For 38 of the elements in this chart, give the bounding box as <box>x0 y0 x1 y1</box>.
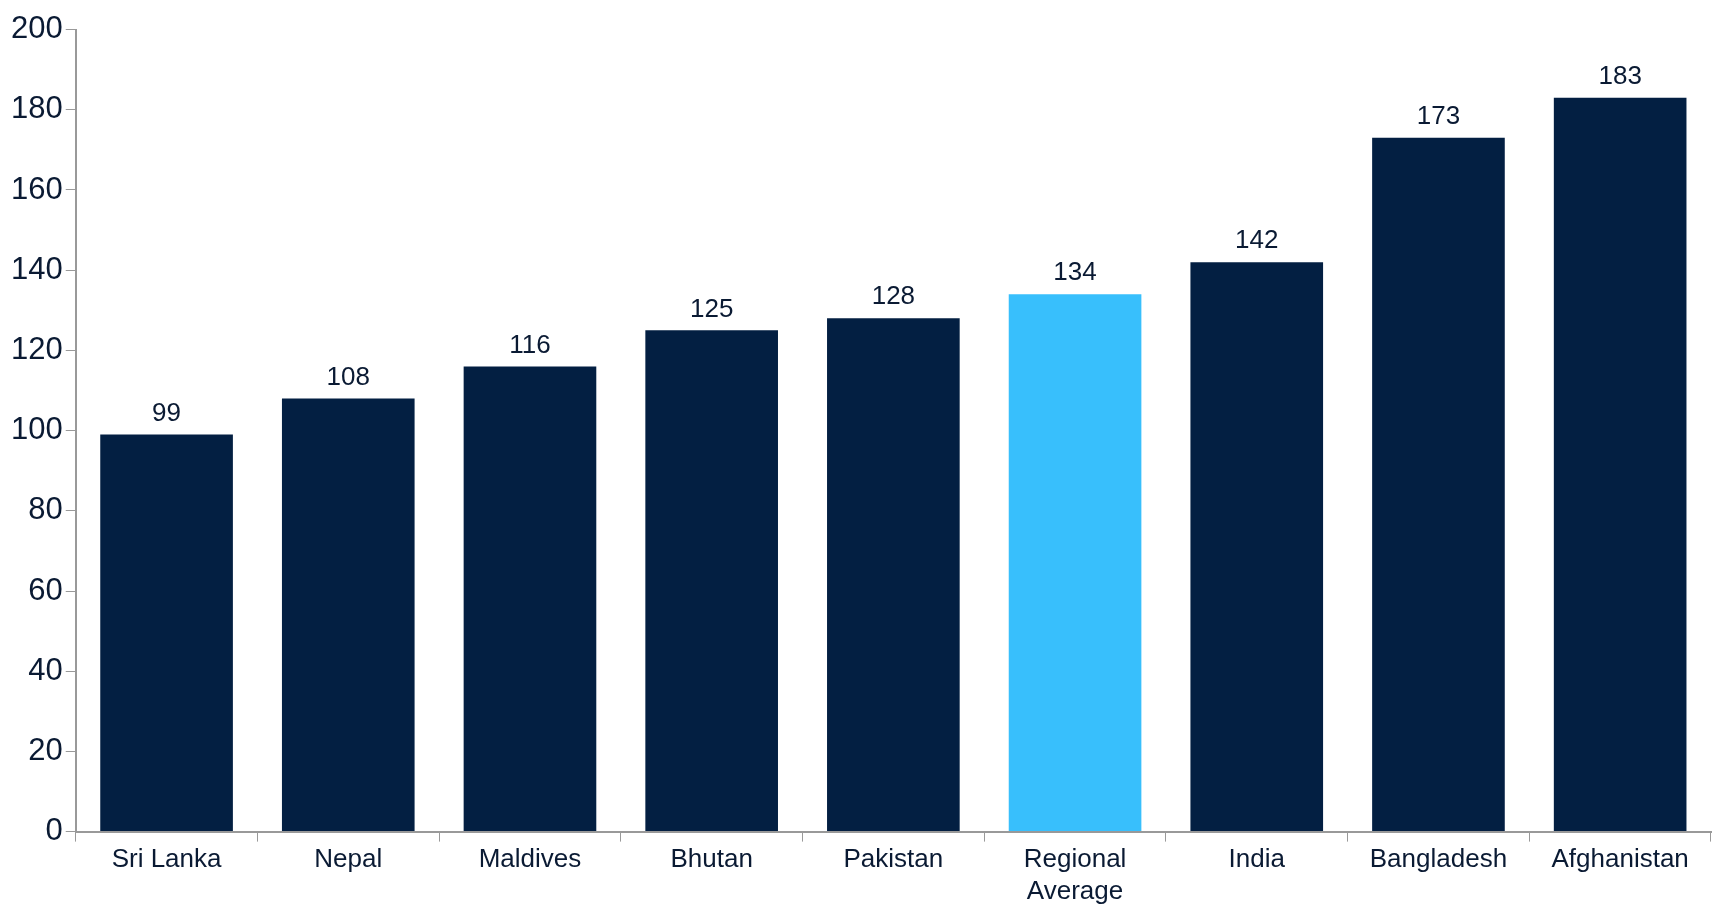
bar <box>281 398 415 832</box>
y-tick-label: 200 <box>10 10 63 46</box>
x-tick-label: Pakistan <box>843 843 944 874</box>
data-label: 173 <box>1416 100 1461 131</box>
x-tick-label: Sri Lanka <box>111 843 223 874</box>
x-tick-label: Nepal <box>314 843 383 874</box>
x-tick-label: Maldives <box>478 843 582 874</box>
y-tick-label: 60 <box>28 571 63 607</box>
data-label: 142 <box>1235 224 1279 255</box>
x-tick-label: Regional Average <box>1023 843 1127 905</box>
y-tick-label: 160 <box>10 170 63 206</box>
bar <box>1553 97 1687 832</box>
y-tick-label: 140 <box>10 250 63 286</box>
y-tick-label: 40 <box>28 651 63 687</box>
data-label: 108 <box>326 360 370 391</box>
bar <box>1008 294 1142 832</box>
data-label: 116 <box>509 328 551 359</box>
data-label: 125 <box>689 292 734 323</box>
bar <box>827 318 960 832</box>
data-label: 128 <box>871 280 916 311</box>
bar <box>1372 137 1505 832</box>
y-tick-label: 0 <box>45 812 63 848</box>
y-tick-label: 120 <box>10 330 63 366</box>
x-tick-label: India <box>1228 843 1286 874</box>
y-tick-label: 20 <box>28 731 63 767</box>
bar <box>645 330 778 832</box>
y-tick-label: 80 <box>28 491 63 527</box>
bar <box>100 434 233 832</box>
x-tick-label: Bhutan <box>670 843 753 874</box>
bar <box>463 366 597 832</box>
x-tick-label: Bangladesh <box>1369 843 1508 874</box>
data-label: 99 <box>152 396 182 427</box>
data-label: 183 <box>1598 59 1642 90</box>
y-tick-label: 180 <box>10 90 63 126</box>
x-tick-label: Afghanistan <box>1551 843 1689 874</box>
bar <box>1190 262 1324 832</box>
data-label: 134 <box>1053 256 1097 287</box>
y-tick-label: 100 <box>10 411 63 447</box>
